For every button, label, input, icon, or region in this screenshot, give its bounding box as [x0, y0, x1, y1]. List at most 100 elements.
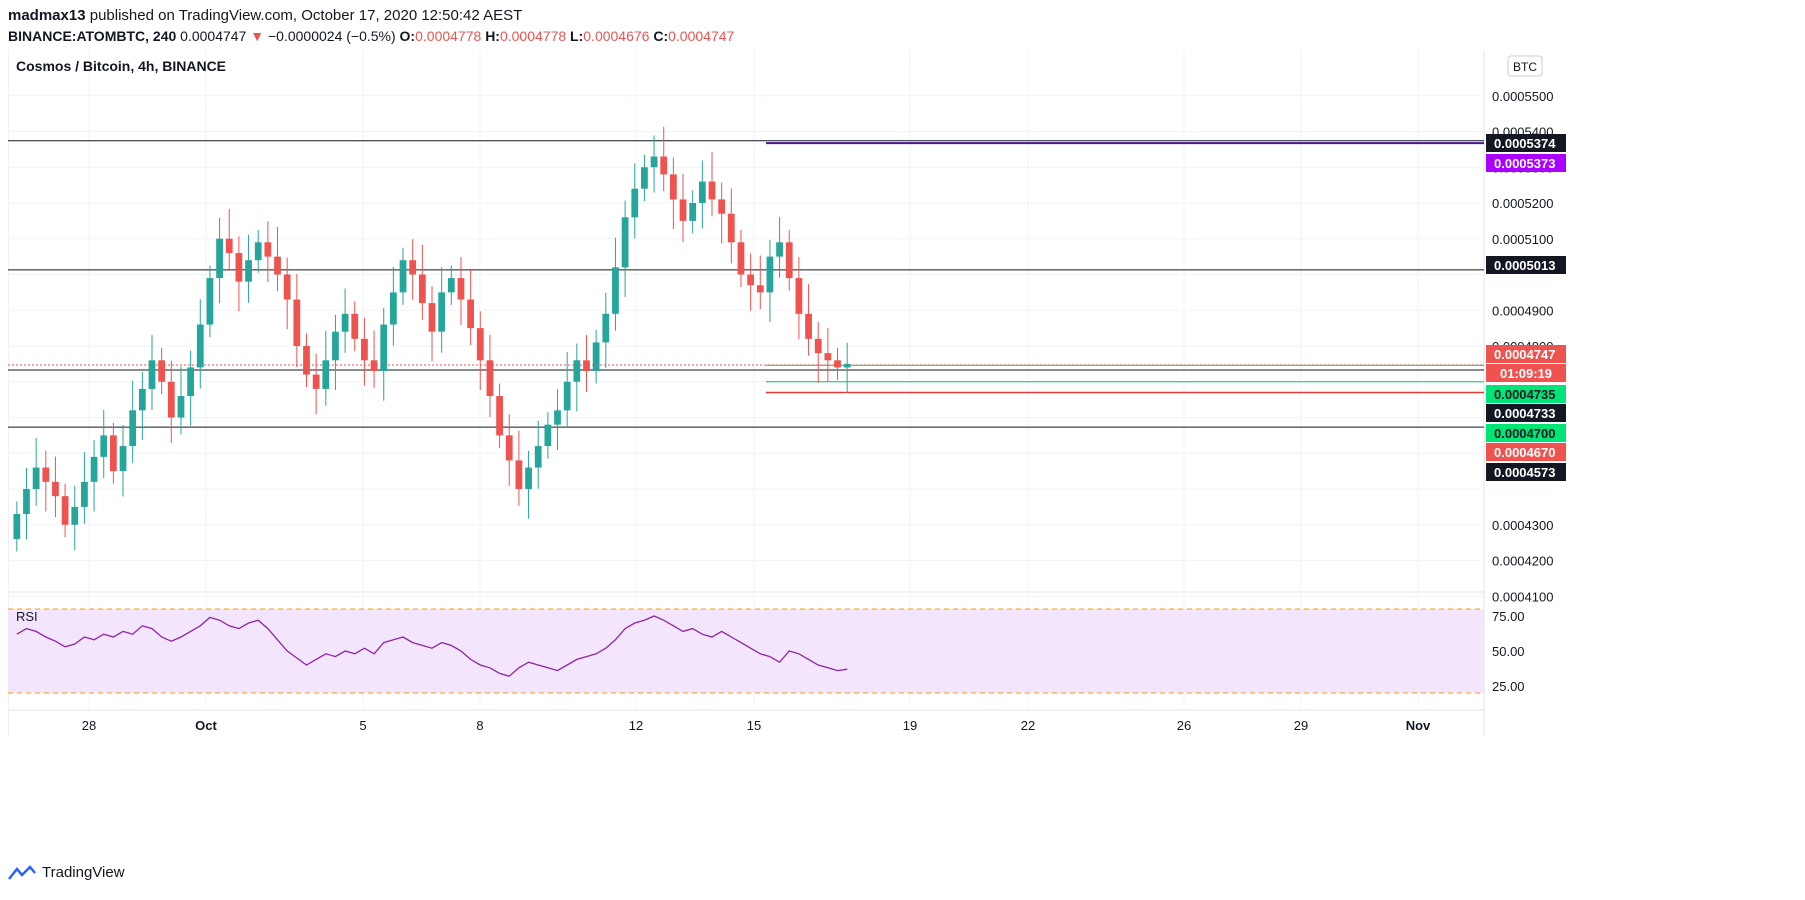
- candle-body: [138, 388, 146, 411]
- close-value: 0.0004747: [668, 28, 735, 44]
- candle-body: [351, 313, 359, 339]
- chart-header: madmax13 published on TradingView.com, O…: [8, 6, 734, 46]
- time-tick-label: 12: [629, 718, 643, 733]
- candle-body: [13, 514, 21, 540]
- price-tick-label: 0.0005200: [1492, 196, 1553, 211]
- price-chart[interactable]: 28 Oct 5 8 12 15 19 22 26 29 Nov0.00055000.0005400…: [8, 50, 1795, 888]
- price-label-value: 0.0005013: [1494, 258, 1555, 273]
- price-tick-label: 0.0004300: [1492, 518, 1553, 533]
- candle-body: [476, 328, 484, 361]
- author-name[interactable]: madmax13: [8, 7, 86, 24]
- last-price: 0.0004747: [180, 28, 247, 44]
- candle-body: [612, 267, 619, 314]
- candle-body: [563, 381, 571, 411]
- candle-body: [698, 181, 706, 203]
- price-label-tag: [1486, 385, 1566, 403]
- candle-body: [438, 292, 446, 332]
- time-tick-label: Oct: [195, 718, 217, 733]
- candle-body: [110, 435, 117, 472]
- tradingview-footer[interactable]: TradingView: [8, 864, 125, 881]
- candle-body: [100, 435, 108, 457]
- candle-body: [747, 274, 754, 286]
- price-label-tag: [1486, 364, 1566, 382]
- candle-body: [515, 460, 523, 489]
- candle-body: [225, 238, 233, 254]
- candle-body: [785, 242, 793, 279]
- candle-body: [90, 456, 98, 482]
- currency-badge-label: BTC: [1513, 60, 1537, 74]
- candle-body: [119, 446, 127, 472]
- candle-body: [670, 174, 677, 200]
- candle-body: [370, 360, 378, 372]
- candle-body: [283, 274, 291, 300]
- down-arrow-icon: ▼: [250, 28, 265, 44]
- candle-body: [216, 238, 223, 279]
- time-tick-label: 15: [747, 718, 761, 733]
- pane-title: Cosmos / Bitcoin, 4h, BINANCE: [16, 58, 226, 74]
- candle-body: [303, 346, 310, 375]
- price-label-tag: [1486, 256, 1566, 274]
- candle-body: [766, 256, 774, 293]
- candle-body: [602, 313, 610, 343]
- candle-body: [457, 278, 465, 300]
- candle-body: [814, 338, 822, 354]
- candle-body: [235, 253, 243, 282]
- candle-body: [409, 260, 417, 275]
- candle-body: [554, 410, 561, 425]
- price-tick-label: 0.0005500: [1492, 89, 1553, 104]
- price-label-tag: [1486, 463, 1566, 481]
- candle-body: [177, 396, 185, 418]
- symbol-label[interactable]: BINANCE:ATOMBTC, 240: [8, 28, 177, 44]
- candle-body: [621, 217, 629, 268]
- candle-body: [245, 260, 252, 282]
- candle-body: [42, 467, 50, 482]
- high-value: 0.0004778: [499, 28, 567, 44]
- candle-body: [418, 274, 426, 304]
- candle-body: [467, 299, 474, 329]
- candle-body: [206, 278, 214, 325]
- candle-body: [361, 338, 368, 361]
- candle-body: [805, 313, 812, 339]
- rsi-line: [16, 615, 848, 677]
- candle-body: [834, 360, 841, 368]
- price-tick-label: 0.0004100: [1492, 589, 1553, 604]
- candle-body: [293, 299, 301, 346]
- rsi-tick-label: 25.00: [1492, 679, 1525, 694]
- candle-body: [390, 292, 397, 325]
- time-tick-label: 26: [1177, 718, 1191, 733]
- candle-body: [332, 331, 339, 361]
- price-label-value: 0.0004573: [1494, 465, 1555, 480]
- candle-body: [196, 324, 204, 368]
- time-tick-label: 22: [1021, 718, 1035, 733]
- price-label-value: 0.0004735: [1494, 387, 1555, 402]
- price-label-value: 0.0004747: [1494, 347, 1555, 362]
- price-label-tag: [1486, 424, 1566, 442]
- candle-body: [737, 242, 745, 275]
- candle-body: [631, 188, 639, 218]
- low-label: L:: [570, 28, 584, 44]
- low-value: 0.0004676: [583, 28, 650, 44]
- candle-body: [274, 256, 281, 275]
- candle-body: [322, 360, 330, 389]
- candle-body: [718, 199, 726, 214]
- price-label-value: 0.0004733: [1494, 406, 1555, 421]
- candle-body: [573, 360, 581, 382]
- price-change: −0.0000024 (−0.5%): [268, 28, 396, 44]
- candle-body: [187, 367, 194, 397]
- price-label-value: 0.0004670: [1494, 445, 1555, 460]
- candle-body: [32, 467, 40, 489]
- tradingview-logo-icon: [8, 864, 36, 880]
- price-label-tag: [1486, 154, 1566, 172]
- candle-body: [583, 360, 590, 372]
- candle-body: [129, 410, 137, 447]
- rsi-tick-label: 75.00: [1492, 609, 1525, 624]
- price-label-tag: [1486, 404, 1566, 422]
- high-label: H:: [485, 28, 500, 44]
- candle-body: [312, 374, 320, 389]
- candle-body: [23, 489, 30, 515]
- time-tick-label: 8: [476, 718, 483, 733]
- ohlc-line: BINANCE:ATOMBTC, 240 0.0004747 ▼ −0.0000…: [8, 26, 734, 46]
- candle-body: [254, 242, 262, 261]
- time-tick-label: 5: [359, 718, 366, 733]
- candle-body: [756, 285, 764, 293]
